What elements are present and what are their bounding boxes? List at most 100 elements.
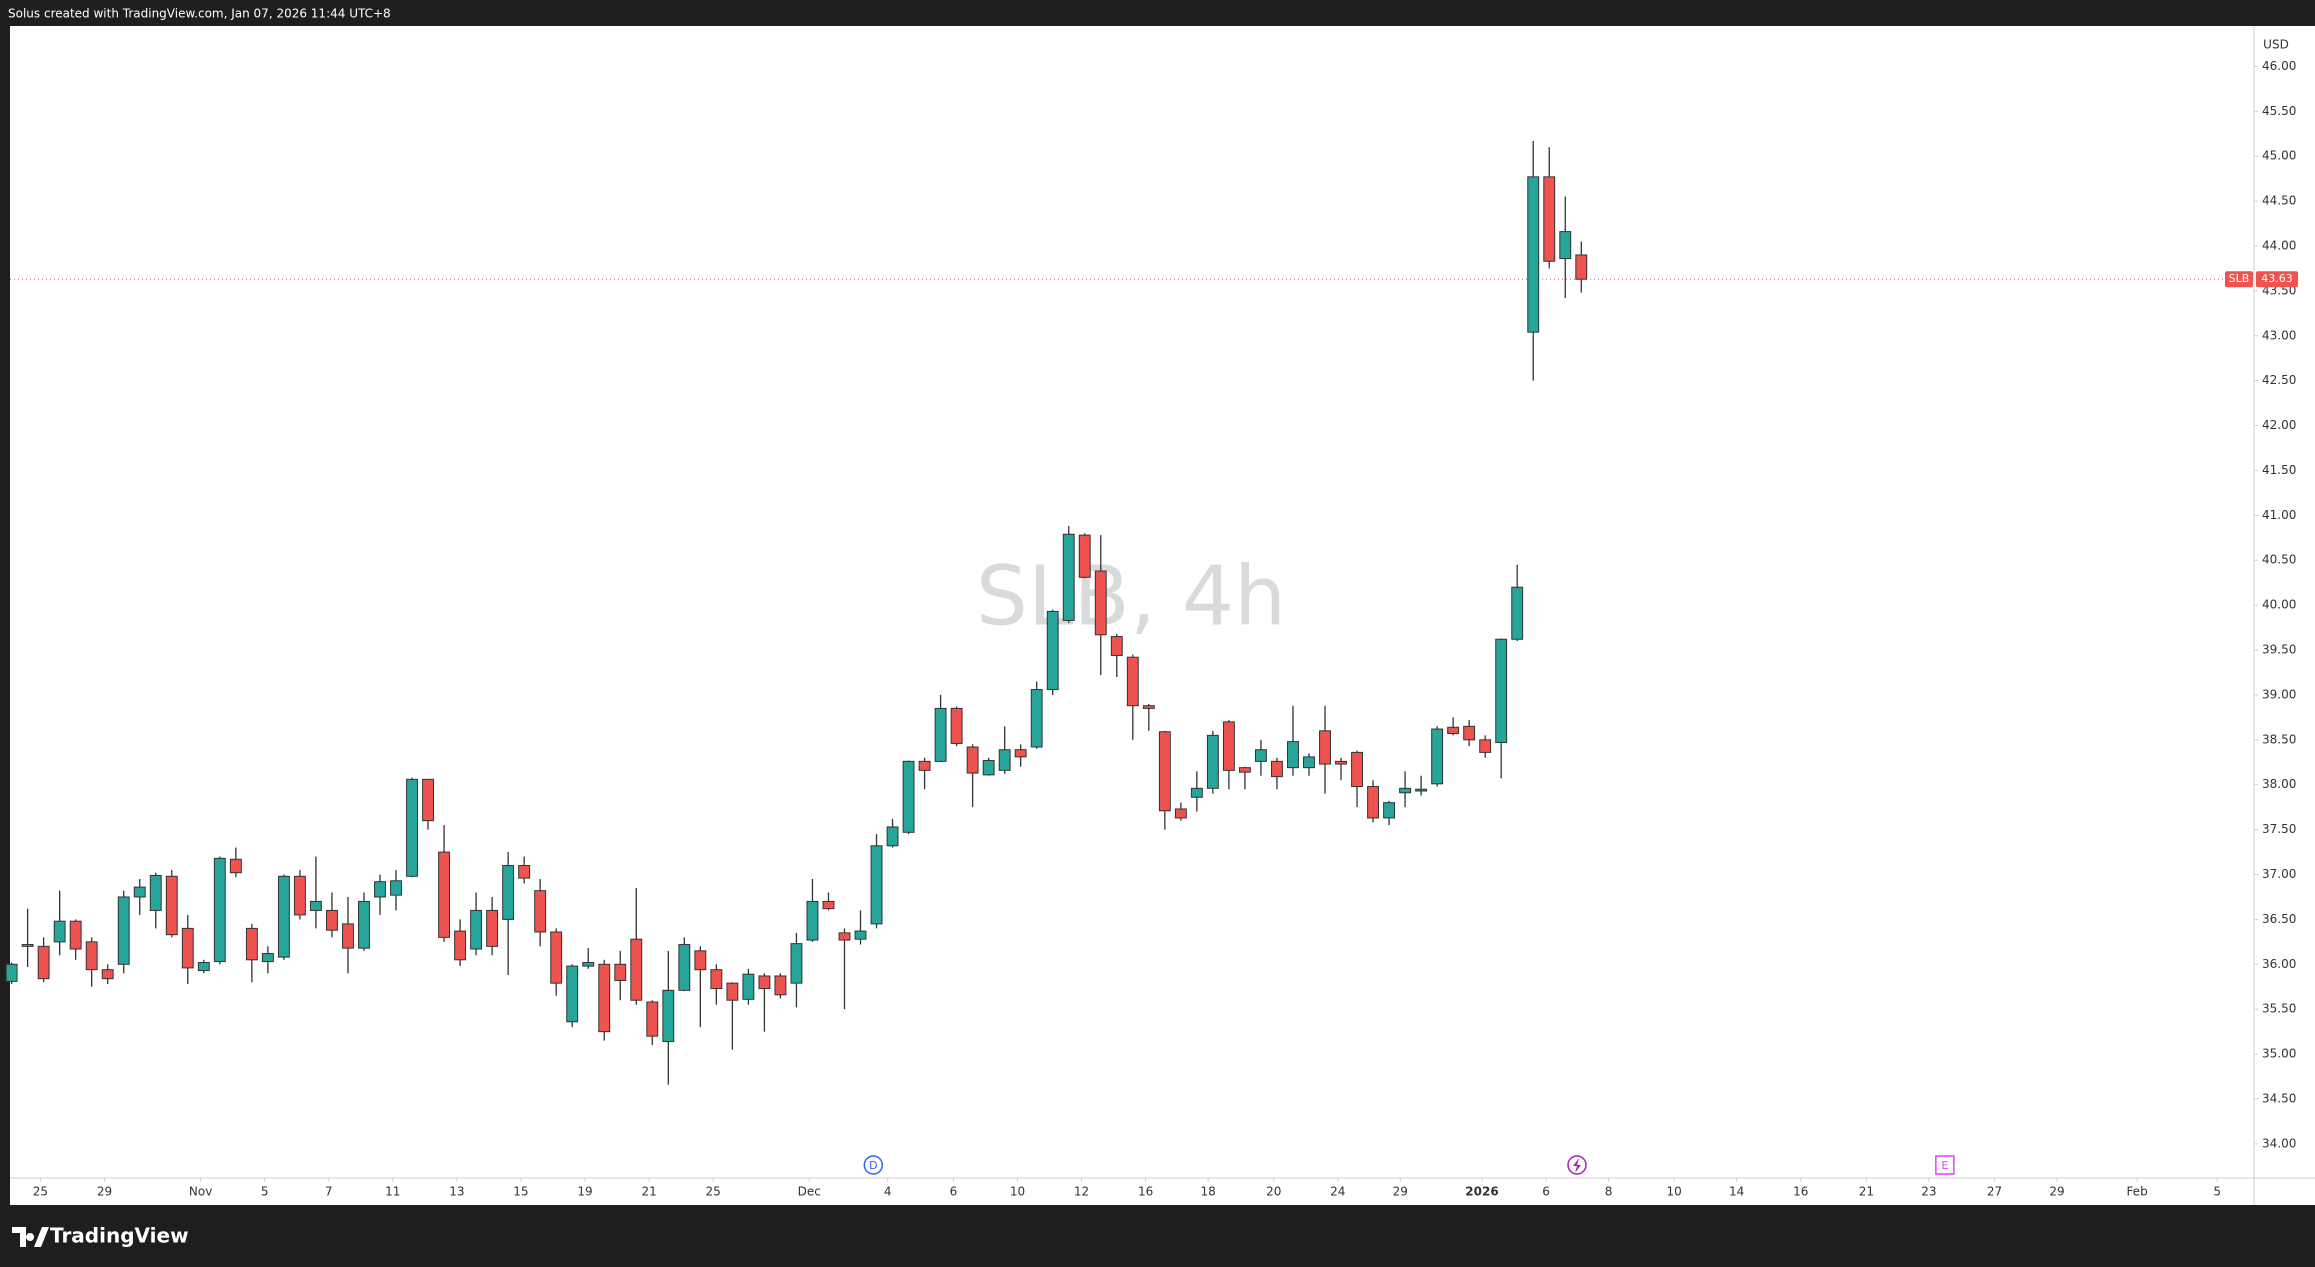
x-tick-label: 5 [261, 1185, 269, 1199]
candle-body [69, 920, 82, 950]
logo-mark [12, 1227, 49, 1247]
candle-body [21, 944, 34, 947]
candle-body [37, 945, 50, 980]
candle-body [694, 950, 707, 971]
x-tick-label: 29 [2049, 1185, 2064, 1199]
candle-body [1222, 721, 1235, 771]
lightning-icon [1573, 1158, 1581, 1173]
x-tick-label: 8 [1605, 1185, 1613, 1199]
last-price-text: 43.63 [2261, 272, 2293, 285]
x-tick-label: 18 [1200, 1185, 1215, 1199]
candle-body [758, 975, 771, 990]
y-tick-label: 37.00 [2262, 867, 2296, 881]
candle-body [662, 989, 675, 1043]
candle-body [470, 909, 483, 950]
candle-body [53, 920, 66, 943]
candle-body [1479, 739, 1492, 753]
candle-body [1142, 705, 1155, 709]
candle-body [566, 965, 579, 1023]
candle-body [1287, 741, 1299, 769]
candle-body [710, 969, 723, 990]
watermark: SLB, 4h [976, 549, 1286, 644]
candle-body [358, 900, 370, 949]
y-tick-label: 45.00 [2262, 149, 2296, 163]
candle-body [806, 900, 819, 941]
x-tick-label: 6 [950, 1185, 958, 1199]
candle-body [838, 932, 851, 941]
candle-body [101, 969, 114, 980]
candle-body [1174, 808, 1187, 819]
currency-label: USD [2263, 38, 2289, 52]
x-tick-label: 6 [1542, 1185, 1550, 1199]
candle-body [1110, 636, 1123, 656]
x-tick-label: 7 [325, 1185, 333, 1199]
y-tick-label: 42.50 [2262, 373, 2296, 387]
x-tick-label: 5 [2213, 1185, 2221, 1199]
candle-body [630, 938, 643, 1001]
candle-body [213, 857, 226, 963]
x-tick-label: 21 [641, 1185, 656, 1199]
x-tick-label: 12 [1074, 1185, 1089, 1199]
candle-body [1415, 788, 1428, 792]
y-tick-label: 41.50 [2262, 463, 2296, 477]
x-tick-label: 24 [1330, 1185, 1345, 1199]
candle-body [1511, 586, 1524, 640]
candle-body [165, 875, 178, 936]
event-label: D [869, 1159, 877, 1172]
x-tick-label: 4 [884, 1185, 892, 1199]
candle-body [678, 944, 691, 991]
x-tick-label: 10 [1667, 1185, 1682, 1199]
candle-body [486, 909, 499, 947]
candle-body [1527, 176, 1540, 333]
candle-body [518, 865, 531, 879]
y-tick-label: 35.00 [2262, 1047, 2296, 1061]
candle-body [454, 930, 467, 961]
y-tick-label: 38.00 [2262, 777, 2296, 791]
candle-body [245, 927, 258, 961]
x-tick-label: 29 [1393, 1185, 1408, 1199]
candle-body [902, 760, 915, 833]
x-tick-label: 14 [1729, 1185, 1744, 1199]
x-tick-label: Dec [798, 1185, 821, 1199]
y-tick-label: 36.50 [2262, 912, 2296, 926]
candle-body [950, 707, 963, 744]
candle-body [117, 896, 130, 965]
candle-body [197, 962, 210, 972]
candle-body [918, 760, 931, 771]
candle-body [870, 845, 883, 925]
candle-body [646, 1001, 659, 1037]
candle-body [261, 953, 274, 963]
y-tick-label: 39.50 [2262, 643, 2296, 657]
candle-body [1126, 656, 1139, 707]
candle-body [229, 858, 242, 874]
candle-body [1094, 570, 1107, 636]
x-tick-label: 20 [1266, 1185, 1281, 1199]
x-tick-label: 19 [577, 1185, 592, 1199]
candle-body [438, 851, 451, 938]
candle-body [742, 973, 755, 1000]
y-tick-label: 42.00 [2262, 418, 2296, 432]
candle-body [774, 975, 787, 996]
candle-body [422, 778, 434, 822]
header-text: Solus created with TradingView.com, Jan … [8, 7, 391, 21]
candle-body [1271, 760, 1283, 778]
candle-body [534, 890, 547, 933]
candle-body [550, 931, 563, 984]
candle-body [1030, 689, 1043, 748]
event-badge [863, 1155, 884, 1175]
last-price-badge [2256, 271, 2298, 288]
candle-body [998, 749, 1011, 771]
candle-body [149, 874, 162, 911]
y-tick-label: 40.50 [2262, 553, 2296, 567]
x-tick-label: 23 [1921, 1185, 1936, 1199]
candle-body [790, 943, 803, 984]
y-tick-label: 40.00 [2262, 598, 2296, 612]
candle-body [1158, 731, 1171, 812]
y-tick-label: 41.00 [2262, 508, 2296, 522]
y-tick-label: 38.50 [2262, 732, 2296, 746]
candle-body [726, 982, 739, 1001]
y-tick-label: 43.00 [2262, 328, 2296, 342]
y-tick-label: 36.00 [2262, 957, 2296, 971]
candle-body [1014, 749, 1027, 758]
candle-body [934, 707, 947, 762]
